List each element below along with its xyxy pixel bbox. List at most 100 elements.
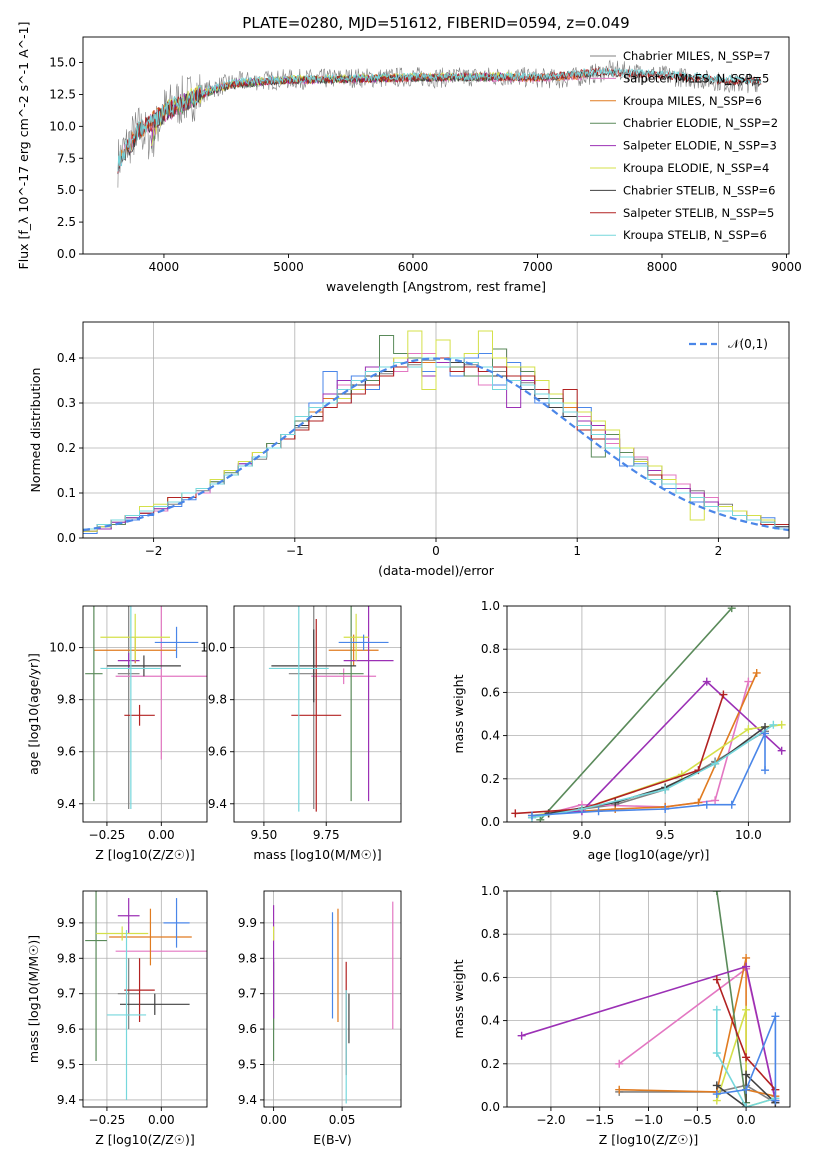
plus-marker <box>712 1049 721 1057</box>
axes-frame <box>82 890 208 1108</box>
error-bar-point <box>163 898 190 948</box>
plus-marker <box>742 1005 751 1014</box>
plus-marker <box>711 796 720 805</box>
plus-marker <box>702 800 711 809</box>
y-tick-label: 0.6 <box>481 685 500 699</box>
y-axis-label: Normed distribution <box>28 368 43 493</box>
y-tick-label: 0.4 <box>481 729 500 743</box>
y-tick-label: 9.9 <box>57 916 76 930</box>
y-axis-label: mass [log10(M/M☉)] <box>26 935 41 1063</box>
age-vs-metallicity-panel: −0.25 0.00 9.4 9.6 9.8 10.0 Z [log10(Z/Z☉)] age… <box>26 605 208 862</box>
legend-label: Chabrier STELIB, N_SSP=6 <box>623 183 775 197</box>
x-tick-label: −1 <box>286 544 304 558</box>
x-axis-label: mass [log10(M/M☉)] <box>253 847 381 862</box>
legend-label: Salpeter STELIB, N_SSP=5 <box>623 206 774 220</box>
plot-area <box>511 606 786 822</box>
y-tick-label: 10.0 <box>49 641 76 655</box>
y-tick-label: 0.4 <box>481 1014 500 1028</box>
mass-weight-line <box>619 1084 776 1104</box>
spectrum-panel: 4000 5000 6000 7000 8000 9000 0.0 2.5 5.0 7.5 10.0… <box>16 22 802 294</box>
plus-marker <box>615 1059 624 1068</box>
error-bar-point <box>124 704 155 726</box>
plot-area <box>272 901 394 1104</box>
error-bar-point <box>106 655 181 677</box>
y-tick-label: 9.4 <box>208 797 227 811</box>
plus-marker <box>712 1005 721 1014</box>
x-tick-label: −2 <box>145 544 163 558</box>
y-tick-label: 0.0 <box>57 247 76 261</box>
y-tick-label: 0.0 <box>481 815 500 829</box>
plus-marker <box>702 677 711 686</box>
y-tick-label: 9.6 <box>238 1022 257 1036</box>
mass-vs-metallicity-panel: −0.25 0.00 9.4 9.5 9.6 9.7 9.8 9.9 Z [log10(Z/Z☉… <box>26 890 208 1147</box>
error-bar-point <box>117 958 140 1030</box>
y-tick-label: 9.4 <box>57 797 76 811</box>
y-tick-label: 1.0 <box>481 599 500 613</box>
x-axis-label: age [log10(age/yr)] <box>588 847 710 862</box>
y-axis-label: Flux [f_λ 10^-17 erg cm^-2 s^-1 A^-1] <box>16 22 31 270</box>
error-bar-point <box>100 613 171 661</box>
x-tick-label: 10.0 <box>735 828 762 842</box>
x-tick-label: 0.05 <box>329 1113 356 1127</box>
y-tick-label: 0.2 <box>481 772 500 786</box>
x-tick-label: −2.0 <box>536 1113 565 1127</box>
y-tick-label: 0.0 <box>57 531 76 545</box>
error-bar-point <box>117 606 140 809</box>
axes-frame <box>82 605 208 823</box>
plus-marker <box>769 720 778 729</box>
histogram-step <box>83 357 789 530</box>
error-bar-point <box>338 606 364 802</box>
plus-marker <box>771 1012 780 1021</box>
mass-weight-line <box>515 694 725 815</box>
x-tick-label: 8000 <box>647 260 678 274</box>
y-tick-label: 0.2 <box>481 1057 500 1071</box>
error-bar-point <box>343 606 394 802</box>
x-tick-label: 1 <box>573 544 581 558</box>
x-axis-label: Z [log10(Z/Z☉)] <box>95 847 195 862</box>
y-tick-label: 9.8 <box>57 693 76 707</box>
y-tick-label: 0.8 <box>481 927 500 941</box>
y-axis-label: mass weight <box>451 959 466 1038</box>
y-tick-label: 0.0 <box>481 1100 500 1114</box>
x-tick-label: 9.0 <box>572 828 591 842</box>
error-bar-point <box>271 629 357 703</box>
error-bar-point <box>109 908 192 966</box>
plot-area <box>268 606 394 812</box>
x-axis-label: E(B-V) <box>313 1132 352 1147</box>
legend-label: Kroupa MILES, N_SSP=6 <box>623 94 762 108</box>
plus-marker <box>712 975 721 984</box>
y-tick-label: 9.4 <box>57 1093 76 1107</box>
mass-weight-line <box>716 1016 777 1101</box>
plus-marker <box>771 1096 780 1105</box>
y-tick-label: 9.9 <box>238 916 257 930</box>
y-tick-label: 10.0 <box>200 641 227 655</box>
legend-label: Salpeter ELODIE, N_SSP=3 <box>623 139 777 153</box>
y-axis-label: mass weight <box>451 674 466 753</box>
plus-marker <box>742 1103 751 1107</box>
error-bar-point <box>311 668 377 685</box>
plus-marker <box>761 766 770 775</box>
x-tick-label: 7000 <box>522 260 553 274</box>
plus-marker <box>744 725 753 734</box>
plus-marker <box>594 807 603 816</box>
plus-marker <box>777 720 786 729</box>
error-bar-point <box>85 606 103 802</box>
x-tick-label: −1.0 <box>634 1113 663 1127</box>
plus-marker <box>661 785 670 794</box>
y-tick-label: 15.0 <box>49 56 76 70</box>
axes-frame <box>263 890 402 1108</box>
plus-marker <box>719 690 728 699</box>
x-axis-label: (data-model)/error <box>378 563 495 578</box>
plus-marker <box>777 746 786 755</box>
plus-marker <box>712 1081 721 1090</box>
plus-marker <box>752 668 761 677</box>
spectrum-line <box>117 72 587 175</box>
error-bar-point <box>154 626 199 659</box>
plot-area <box>85 606 207 809</box>
error-bar-point <box>106 929 147 1100</box>
x-tick-label: 6000 <box>398 260 429 274</box>
error-bar-point <box>100 606 162 809</box>
y-tick-label: 9.7 <box>57 987 76 1001</box>
x-tick-label: −0.5 <box>683 1113 712 1127</box>
error-bar-point <box>124 958 155 1023</box>
